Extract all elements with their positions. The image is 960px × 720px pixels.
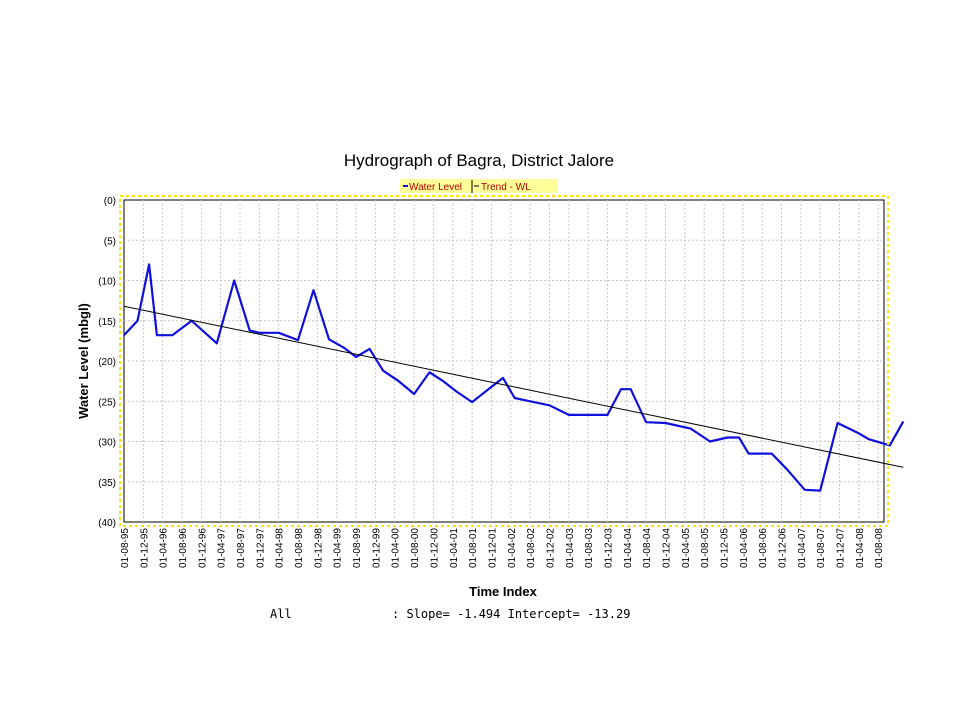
- y-tick-label: (15): [98, 317, 116, 328]
- grid-lines: [124, 200, 884, 522]
- x-tick-label: 01-08-00: [410, 528, 421, 568]
- x-tick-label: 01-08-03: [584, 528, 595, 568]
- chart-legend: Water Level Trend - WL: [400, 179, 557, 193]
- x-tick-label: 01-04-03: [565, 528, 576, 568]
- footer-regression-stats: : Slope= -1.494 Intercept= -13.29: [392, 607, 630, 621]
- footer-series-label: All: [270, 607, 292, 621]
- x-tick-label: 01-12-07: [836, 528, 847, 568]
- x-tick-label: 01-12-05: [719, 528, 730, 568]
- x-tick-label: 01-12-03: [603, 528, 614, 568]
- legend-label-trend: Trend - WL: [481, 182, 531, 193]
- chart-title: Hydrograph of Bagra, District Jalore: [344, 151, 614, 170]
- series-line-trend: [123, 305, 904, 468]
- y-axis-ticks: (0) (5) (10) (15) (20) (25) (30) (35) (40): [98, 196, 116, 529]
- x-tick-label: 01-08-02: [526, 528, 537, 568]
- x-tick-label: 01-04-96: [159, 528, 170, 568]
- y-tick-label: (10): [98, 277, 116, 288]
- y-tick-label: (35): [98, 478, 116, 489]
- x-tick-label: 01-08-96: [178, 528, 189, 568]
- x-tick-label: 01-04-02: [507, 528, 518, 568]
- x-axis-ticks: 01-08-95 01-12-95 01-04-96 01-08-96 01-12-96…: [120, 528, 885, 568]
- x-tick-label: 01-08-95: [120, 528, 131, 568]
- x-tick-label: 01-12-96: [197, 528, 208, 568]
- x-tick-label: 01-08-08: [874, 528, 885, 568]
- x-tick-label: 01-04-97: [217, 528, 228, 568]
- x-tick-label: 01-08-98: [294, 528, 305, 568]
- y-tick-label: (20): [98, 357, 116, 368]
- y-tick-label: (30): [98, 438, 116, 449]
- x-tick-label: 01-12-95: [139, 528, 150, 568]
- x-tick-label: 01-04-98: [275, 528, 286, 568]
- x-tick-label: 01-04-00: [391, 528, 402, 568]
- y-axis-label: Water Level (mbgl): [76, 303, 91, 419]
- legend-label-water-level: Water Level: [409, 182, 462, 193]
- y-tick-label: (5): [104, 236, 116, 247]
- x-tick-label: 01-12-99: [371, 528, 382, 568]
- x-tick-label: 01-04-05: [681, 528, 692, 568]
- x-tick-label: 01-08-05: [700, 528, 711, 568]
- y-tick-label: (0): [104, 196, 116, 207]
- plot-frame: [119, 195, 889, 527]
- x-tick-label: 01-04-99: [333, 528, 344, 568]
- x-tick-label: 01-08-99: [352, 528, 363, 568]
- x-tick-label: 01-04-08: [855, 528, 866, 568]
- x-tick-label: 01-04-07: [797, 528, 808, 568]
- y-tick-label: (40): [98, 518, 116, 529]
- x-tick-label: 01-12-01: [487, 528, 498, 568]
- x-tick-label: 01-12-02: [545, 528, 556, 568]
- x-tick-label: 01-12-04: [661, 528, 672, 568]
- x-tick-label: 01-12-97: [255, 528, 266, 568]
- x-tick-label: 01-08-07: [816, 528, 827, 568]
- series-layer: [123, 263, 905, 492]
- x-tick-label: 01-04-04: [623, 528, 634, 568]
- x-tick-label: 01-08-06: [758, 528, 769, 568]
- y-tick-label: (25): [98, 397, 116, 408]
- x-tick-label: 01-12-06: [778, 528, 789, 568]
- x-tick-label: 01-12-00: [429, 528, 440, 568]
- x-tick-label: 01-12-98: [313, 528, 324, 568]
- x-tick-label: 01-08-01: [468, 528, 479, 568]
- x-tick-label: 01-08-97: [236, 528, 247, 568]
- x-axis-label: Time Index: [469, 584, 537, 599]
- x-tick-label: 01-04-01: [449, 528, 460, 568]
- x-tick-label: 01-04-06: [739, 528, 750, 568]
- x-tick-label: 01-08-04: [642, 528, 653, 568]
